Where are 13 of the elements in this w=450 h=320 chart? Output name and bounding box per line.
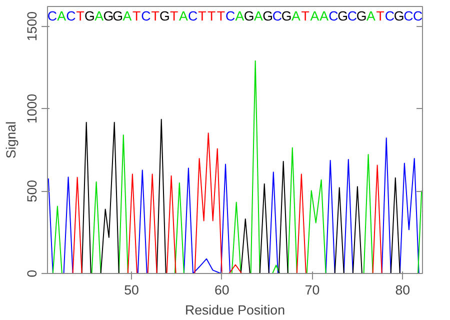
x-tick-label: 60: [214, 282, 230, 298]
y-tick-label: 1500: [24, 11, 40, 42]
line-series: [52, 60, 422, 274]
text: CACTGAGGATCTGTACTTTCAGAGCGATAACGCGATCGCC: [47, 8, 423, 24]
x-tick-label: 70: [304, 282, 320, 298]
y-tick-label: 500: [24, 180, 40, 202]
line-series: [72, 132, 382, 274]
x-axis-title: Residue Position: [184, 302, 286, 318]
x-tick-label: 50: [124, 282, 139, 298]
y-tick-label: 0: [24, 270, 40, 278]
y-tick-label: 1000: [24, 94, 40, 124]
y-axis-title: Signal: [4, 121, 18, 159]
x-tick-label: 80: [395, 282, 410, 298]
